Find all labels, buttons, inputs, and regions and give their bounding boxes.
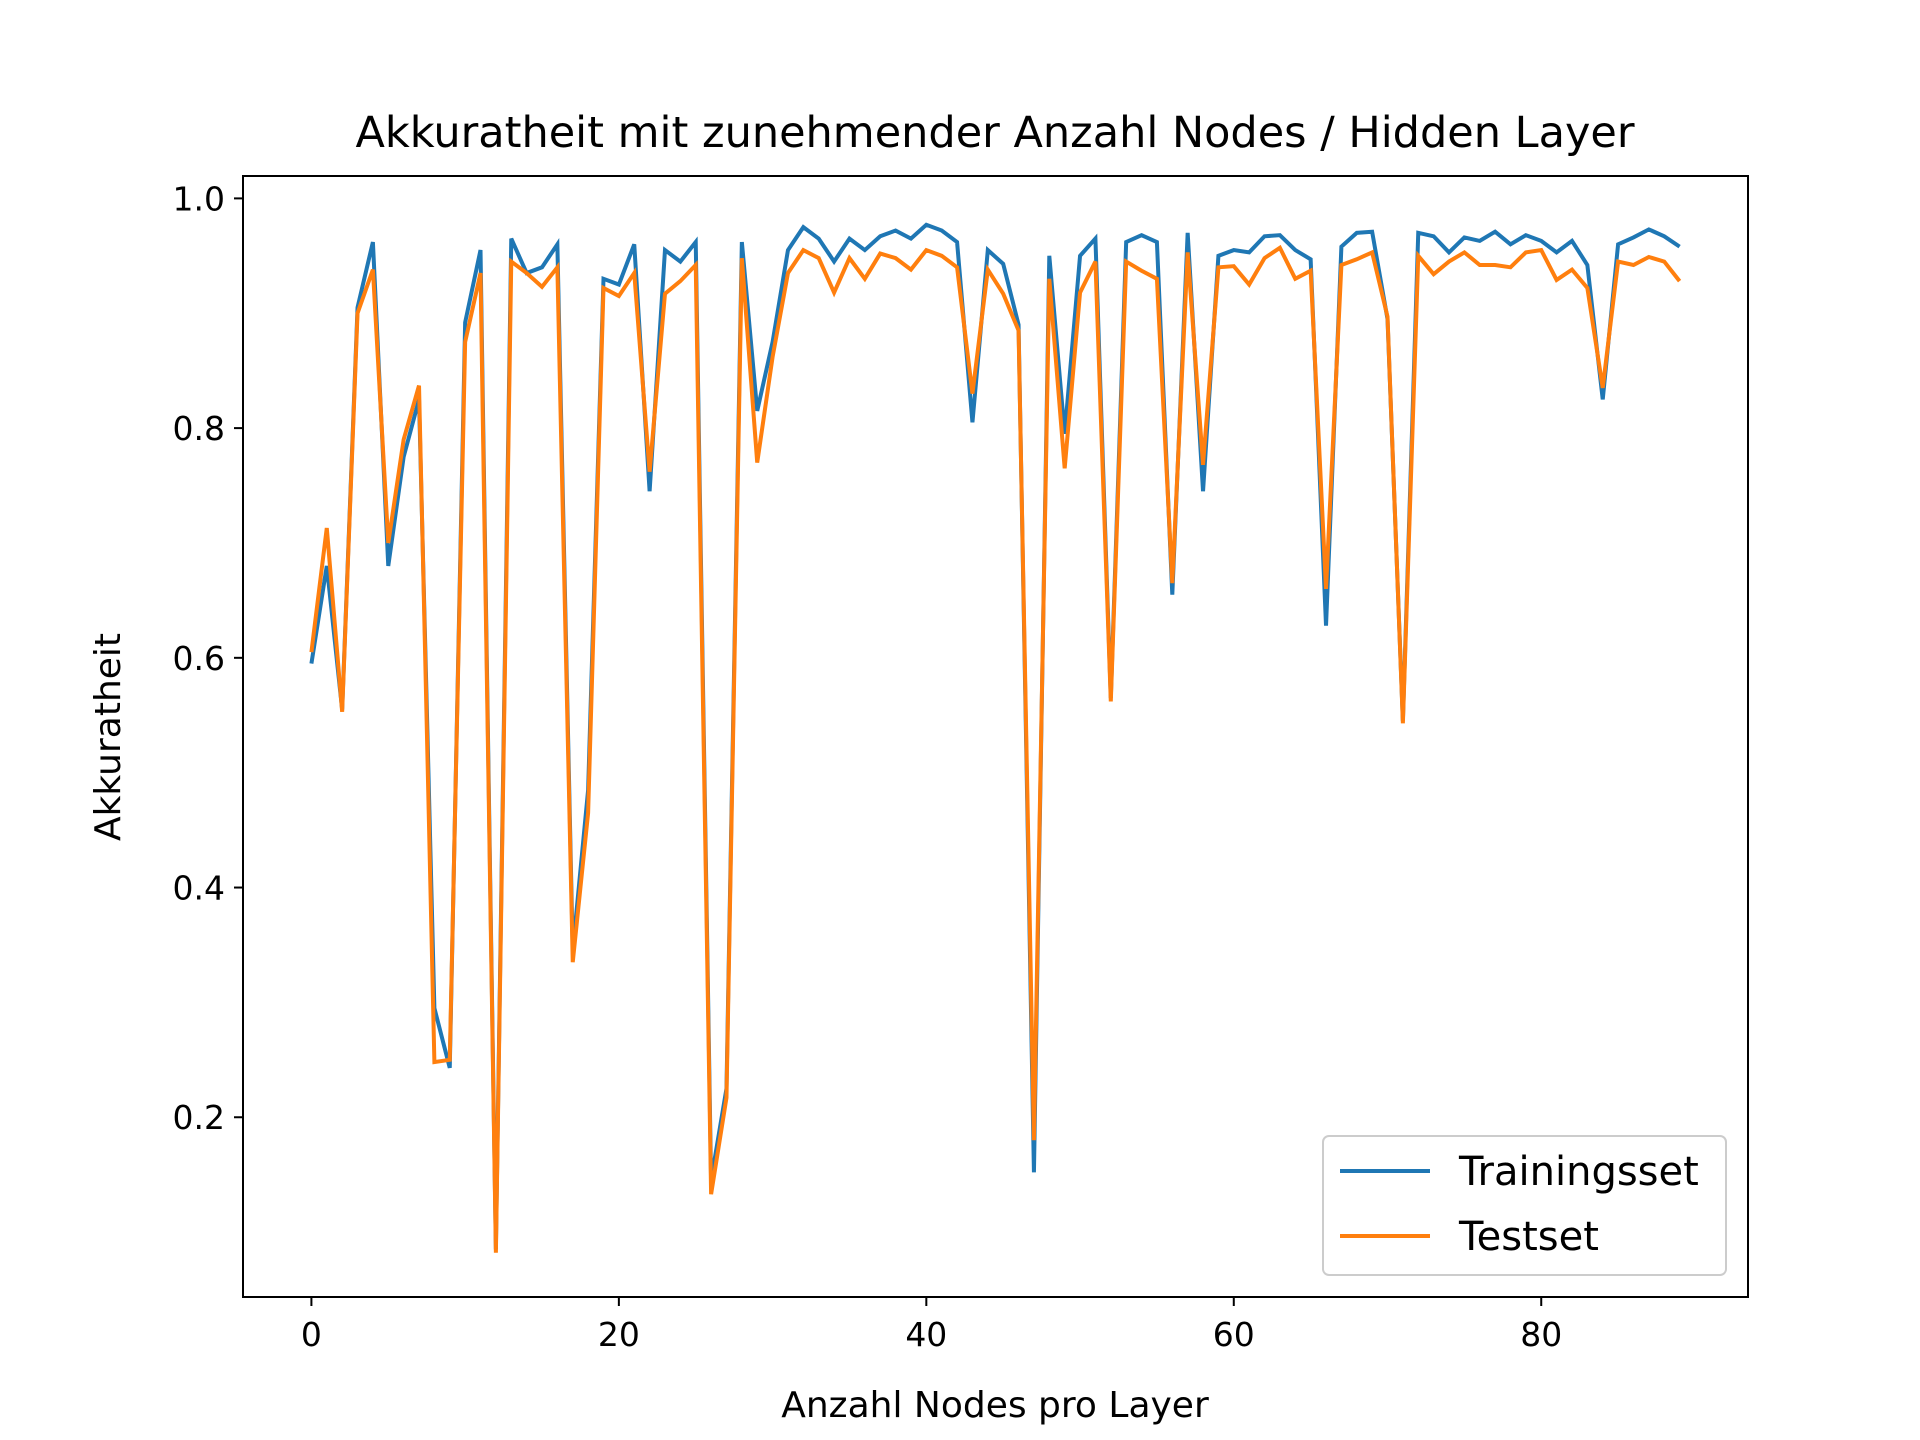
plot-frame xyxy=(242,175,1749,1298)
y-tick-label: 0.2 xyxy=(173,1098,225,1137)
y-tick-label: 0.4 xyxy=(173,869,225,908)
x-axis-ticks: 0 20 40 60 80 xyxy=(301,1297,1562,1354)
x-tick-label: 80 xyxy=(1520,1315,1562,1354)
y-axis-ticks: 0.2 0.4 0.6 0.8 1.0 xyxy=(173,179,243,1137)
y-tick-label: 1.0 xyxy=(173,179,225,218)
x-tick-label: 20 xyxy=(598,1315,640,1354)
x-axis-label: Anzahl Nodes pro Layer xyxy=(781,1385,1209,1426)
series-line-testset xyxy=(309,244,1682,1253)
legend-label-testset: Testset xyxy=(1458,1214,1599,1260)
legend-label-trainingsset: Trainingsset xyxy=(1458,1149,1699,1195)
y-axis-label: Akkuratheit xyxy=(88,633,129,841)
y-tick-label: 0.6 xyxy=(173,639,225,678)
chart-title: Akkuratheit mit zunehmender Anzahl Nodes… xyxy=(355,108,1634,158)
x-tick-label: 40 xyxy=(905,1315,947,1354)
x-tick-label: 60 xyxy=(1213,1315,1255,1354)
legend: Trainingsset Testset xyxy=(1322,1135,1727,1276)
series-lines xyxy=(309,222,1682,1253)
series-line-trainingsset xyxy=(309,222,1681,1250)
x-tick-label: 0 xyxy=(301,1315,322,1354)
y-tick-label: 0.8 xyxy=(173,409,225,448)
